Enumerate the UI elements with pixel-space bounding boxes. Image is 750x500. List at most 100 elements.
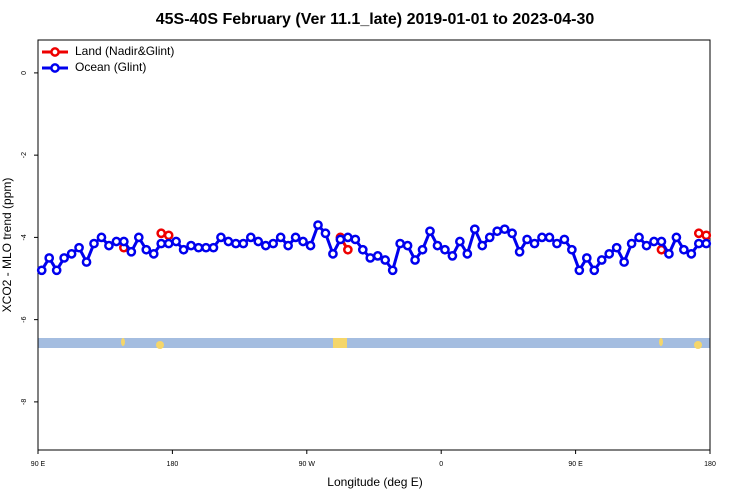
point [559, 234, 570, 245]
point [163, 238, 174, 249]
mask-band [38, 338, 710, 348]
point [425, 226, 435, 237]
point [186, 240, 196, 251]
point [44, 253, 55, 263]
point [626, 238, 637, 249]
point [649, 236, 659, 247]
point [537, 232, 547, 243]
point [514, 246, 525, 257]
point [679, 244, 689, 255]
plot-frame [37, 39, 711, 451]
point [611, 242, 622, 253]
point [313, 220, 323, 230]
point [216, 232, 226, 243]
point [89, 238, 99, 249]
legend-label: Land (Nadir&Glint) [75, 44, 174, 58]
point [462, 248, 473, 259]
point [223, 236, 234, 247]
point [656, 236, 667, 247]
point [201, 242, 211, 253]
legend-label: Ocean (Glint) [75, 60, 146, 74]
point [604, 248, 615, 259]
x-tick-label: 180 [704, 461, 716, 468]
point [111, 236, 122, 247]
mask-land [156, 341, 164, 349]
point [686, 248, 697, 259]
x-tick-label: 90 W [299, 461, 316, 468]
x-tick-label: 90 E [568, 461, 583, 468]
mask-land [694, 341, 702, 349]
point [477, 240, 488, 251]
point [343, 244, 353, 255]
point [589, 265, 600, 276]
y-tick-label: -6 [21, 316, 28, 322]
legend-marker [50, 63, 60, 73]
point [484, 232, 495, 243]
point [335, 234, 346, 245]
point [231, 238, 241, 249]
land-mask [38, 338, 710, 349]
x-tick-label: 0 [439, 461, 443, 468]
series-line [40, 222, 707, 274]
point [156, 238, 167, 249]
point [432, 240, 443, 251]
legend-marker [50, 47, 60, 57]
point [96, 232, 107, 243]
point [290, 232, 301, 243]
point [380, 255, 391, 265]
point [507, 228, 517, 239]
point [51, 265, 62, 276]
point [104, 240, 114, 251]
point [141, 244, 152, 255]
point [357, 244, 368, 255]
point [365, 253, 376, 263]
point [522, 234, 532, 245]
point [148, 248, 159, 259]
point [544, 232, 555, 243]
chart-title: 45S-40S February (Ver 11.1_late) 2019-01… [156, 11, 595, 28]
point [402, 240, 413, 251]
point [455, 236, 465, 247]
x-tick-label: 90 E [31, 461, 46, 468]
point [275, 232, 286, 243]
point [440, 244, 450, 255]
y-tick-label: -8 [21, 399, 28, 405]
mask-land [333, 338, 347, 348]
point [469, 224, 480, 235]
point [693, 228, 704, 239]
point [81, 257, 92, 267]
point [664, 248, 674, 259]
mask-land [121, 338, 125, 346]
point [193, 242, 204, 253]
point [343, 232, 353, 243]
point [567, 244, 577, 255]
y-axis-label: XCO2 - MLO trend (ppm) [0, 178, 14, 313]
point [59, 253, 69, 263]
point [320, 228, 331, 239]
point [328, 248, 338, 259]
point [693, 238, 704, 249]
point [305, 240, 316, 251]
y-tick-label: -4 [21, 234, 28, 240]
mask-land [659, 338, 663, 346]
point [671, 232, 682, 243]
point [178, 244, 189, 255]
point [253, 236, 264, 247]
point [245, 232, 256, 243]
point [492, 226, 503, 237]
point [596, 255, 607, 265]
point [156, 228, 167, 239]
point [634, 232, 644, 243]
point [36, 265, 47, 276]
point [238, 238, 249, 249]
point [701, 230, 712, 241]
point [126, 246, 137, 257]
point [574, 265, 585, 276]
point [619, 257, 629, 267]
point [395, 238, 405, 249]
point [208, 242, 219, 253]
point [552, 238, 562, 249]
point [499, 224, 510, 235]
point [387, 265, 398, 276]
y-tick-label: 0 [21, 71, 28, 75]
